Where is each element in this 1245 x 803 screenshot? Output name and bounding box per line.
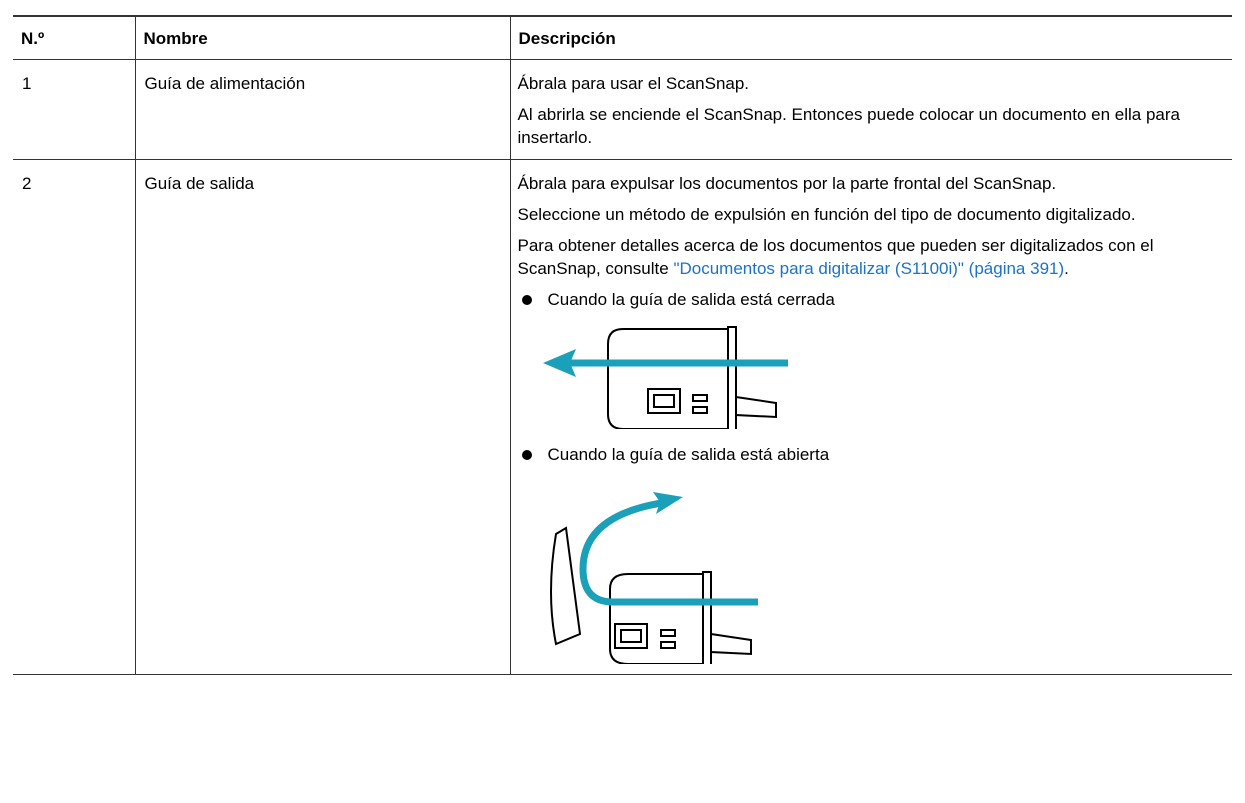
- paragraph: Para obtener detalles acerca de los docu…: [518, 234, 1225, 280]
- illustration-closed: [542, 326, 788, 429]
- name-cell: Guía de salida: [134, 159, 510, 675]
- text: Para obtener detalles acerca de los docu…: [517, 236, 1154, 278]
- row: 1 Guía de alimentación Ábrala para usar …: [13, 59, 1232, 160]
- number-cell: 2: [13, 159, 135, 675]
- bullet: Cuando la guía de salida está cerrada: [518, 288, 1225, 311]
- parts-table: N.º Nombre Descripción 1 Guía de aliment…: [13, 15, 1232, 675]
- bullet: Cuando la guía de salida está abierta: [518, 443, 1225, 466]
- number-cell: 1: [13, 59, 135, 160]
- header-cell: Descripción: [509, 15, 1232, 60]
- description-cell: Ábrala para usar el ScanSnap. Al abrirla…: [509, 59, 1232, 160]
- paragraph: Ábrala para usar el ScanSnap.: [517, 74, 750, 93]
- name-cell: Guía de alimentación: [134, 59, 510, 160]
- link[interactable]: "Documentos para digitalizar (S1100i)" (…: [673, 259, 1065, 278]
- row: 2 Guía de salida Ábrala para expulsar lo…: [13, 159, 1232, 675]
- header-cell: Nombre: [134, 15, 510, 60]
- paragraph: Seleccione un método de expulsión en fun…: [517, 205, 1136, 224]
- description-cell: Ábrala para expulsar los documentos por …: [509, 159, 1232, 675]
- paragraph: Al abrirla se enciende el ScanSnap. Ento…: [517, 105, 1181, 147]
- paragraph: Ábrala para expulsar los documentos por …: [517, 174, 1057, 193]
- text: .: [1064, 259, 1069, 278]
- illustration-open: [549, 492, 758, 664]
- header-cell: N.º: [13, 15, 135, 60]
- header-row: N.º Nombre Descripción: [13, 15, 1232, 60]
